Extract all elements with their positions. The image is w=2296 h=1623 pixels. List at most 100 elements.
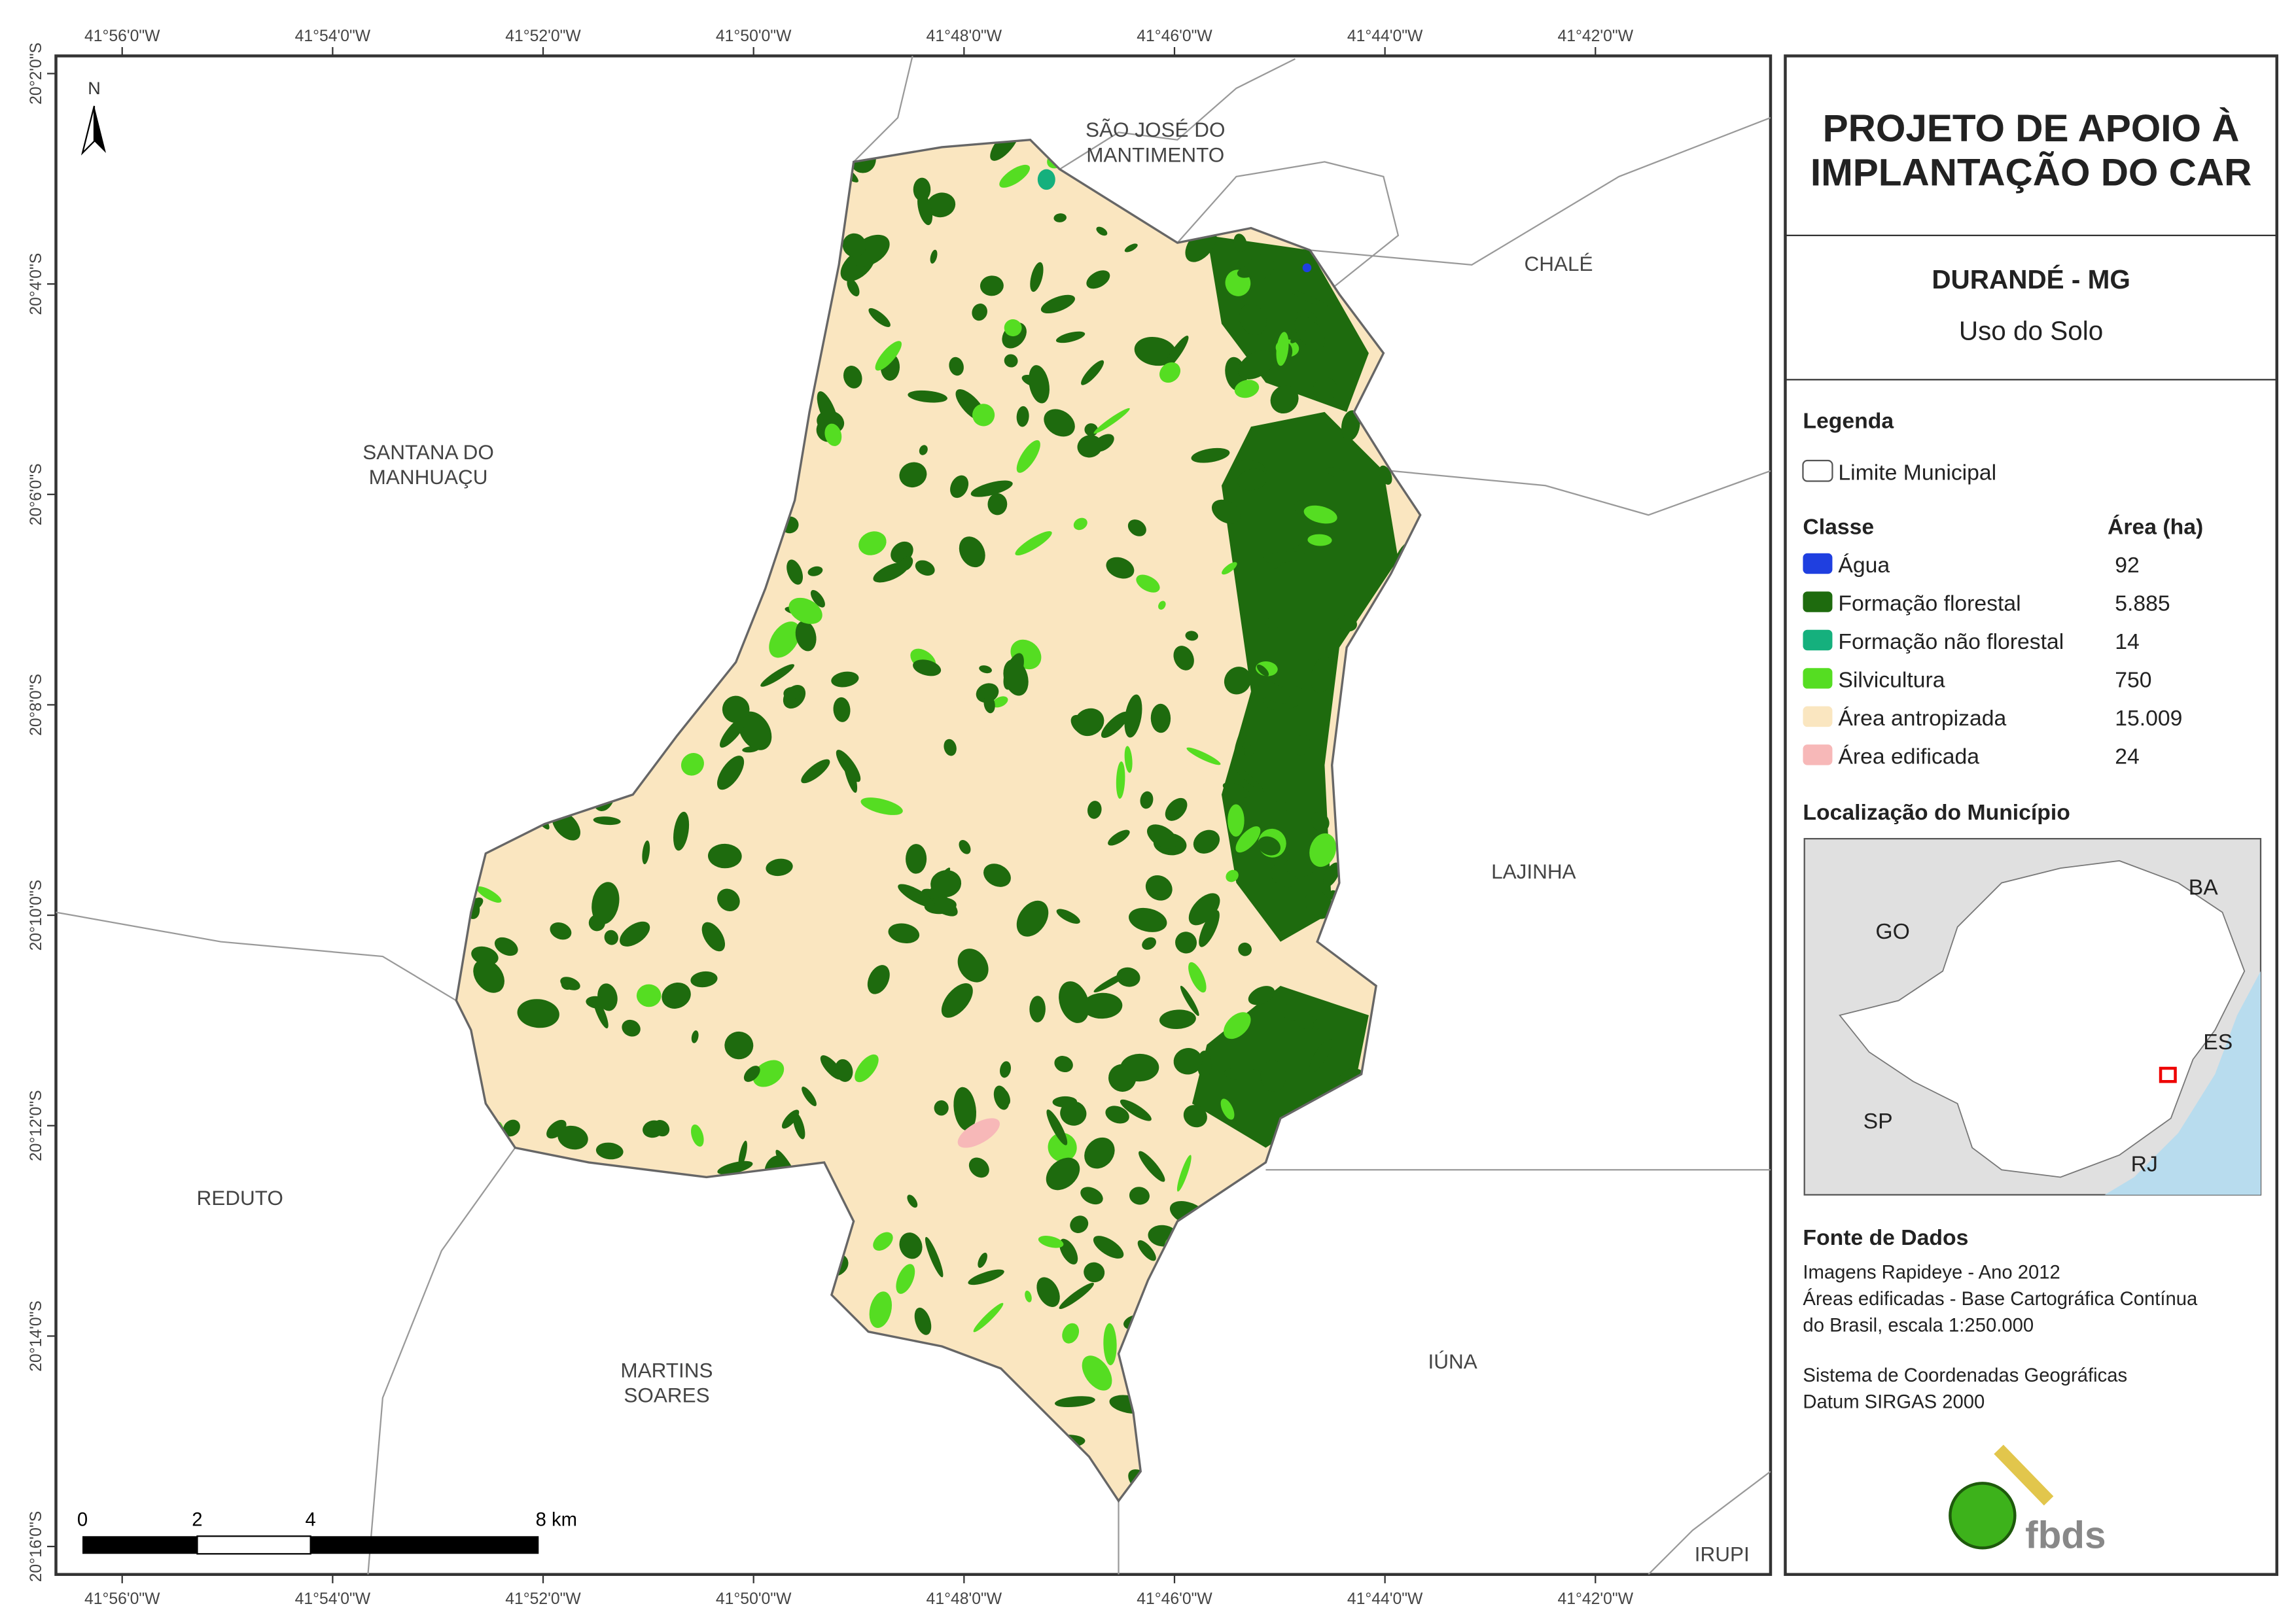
class-swatch [1803, 668, 1833, 689]
land-use-patch [1191, 447, 1230, 463]
forest-patch [1221, 411, 1398, 942]
lon-label: 41°54'0"W [295, 27, 371, 45]
land-use-patch [1176, 1155, 1192, 1192]
land-use-patch [1108, 1064, 1137, 1092]
land-use-patch [1294, 735, 1311, 756]
land-use-patch [1056, 909, 1080, 924]
neighbor-label: LAJINHA [1491, 860, 1576, 883]
land-use-patch [1239, 304, 1267, 335]
land-use-patch [860, 797, 903, 815]
land-use-patch [1224, 667, 1252, 695]
land-use-patch [653, 1120, 670, 1137]
land-use-patch [1077, 434, 1103, 458]
land-use-patch [980, 275, 1004, 296]
land-use-patch [941, 983, 973, 1018]
class-swatch [1803, 744, 1833, 765]
class-area: 92 [2115, 553, 2140, 578]
land-use-patch [1059, 1282, 1094, 1310]
land-use-patch [1175, 932, 1197, 954]
land-use-patch [1124, 694, 1142, 738]
land-use-patch [896, 1264, 915, 1294]
land-use-patch [869, 1291, 892, 1328]
land-use-patch [1116, 967, 1140, 987]
source-line: Áreas edificadas - Base Cartográfica Con… [1803, 1288, 2198, 1310]
land-use-patch [604, 930, 618, 945]
lon-label: 41°50'0"W [716, 27, 792, 45]
land-use-patch [1124, 243, 1138, 253]
lon-label: 41°52'0"W [505, 1590, 581, 1608]
land-use-patch [1103, 1323, 1117, 1365]
land-use-patch [642, 840, 650, 865]
land-use-patch [691, 1124, 704, 1147]
land-use-patch [1082, 1355, 1112, 1391]
land-use-patch [970, 480, 1013, 497]
logo-mark [1949, 1482, 2017, 1550]
land-use-patch [1139, 1151, 1165, 1182]
land-use-patch [1116, 761, 1125, 799]
location-title: Localização do Município [1803, 800, 2070, 825]
scale-bar [310, 1536, 539, 1554]
land-use-patch [1055, 331, 1086, 343]
land-use-patch [1106, 557, 1135, 579]
land-use-patch [1146, 824, 1178, 849]
land-use-patch [473, 959, 504, 993]
land-use-patch [1220, 1098, 1235, 1120]
land-use-patch [1173, 1048, 1203, 1075]
land-use-patch [959, 839, 971, 854]
land-use-patch [1275, 800, 1289, 812]
land-use-patch [622, 1019, 641, 1037]
scale-label: 4 [306, 1510, 316, 1531]
north-label: N [88, 79, 101, 98]
land-use-patch [1247, 254, 1275, 279]
boundary-swatch [1802, 459, 1833, 482]
land-use-patch [1059, 1238, 1078, 1265]
land-use-patch [1224, 1068, 1266, 1081]
scale-label: 8 km [536, 1510, 577, 1531]
land-use-patch [1159, 1009, 1196, 1030]
land-use-patch [915, 560, 935, 576]
class-area: 14 [2115, 629, 2140, 654]
land-use-patch [1016, 406, 1029, 427]
land-use-patch [595, 1142, 624, 1160]
land-use-patch [1087, 801, 1102, 819]
land-use-patch [868, 308, 891, 327]
land-use-patch [786, 559, 804, 585]
land-use-patch [906, 844, 927, 874]
source-line: do Brasil, escala 1:250.000 [1803, 1316, 2034, 1336]
source-line: Sistema de Coordenadas Geográficas [1803, 1365, 2127, 1386]
land-use-patch [701, 922, 726, 952]
land-use-patch [930, 249, 938, 264]
neighbor-label: REDUTO [196, 1186, 283, 1210]
land-use-patch [1003, 653, 1024, 690]
land-use-patch [907, 1195, 918, 1208]
land-use-patch [766, 858, 793, 877]
neighbor-label: MANTIMENTO [1086, 143, 1224, 166]
title: IMPLANTAÇÃO DO CAR [1810, 150, 2252, 194]
land-use-patch [1258, 836, 1281, 856]
land-use-patch [930, 870, 962, 898]
subtitle: Uso do Solo [1959, 316, 2103, 346]
land-use-patch [957, 949, 989, 983]
land-use-patch [1074, 708, 1104, 737]
land-use-patch [1053, 213, 1067, 222]
land-use-patch [690, 971, 718, 988]
logo-mark [1994, 1444, 2054, 1506]
land-use-patch [1145, 875, 1173, 901]
land-use-patch [1136, 574, 1160, 593]
land-use-patch [724, 1031, 754, 1060]
lat-label: 20°16'0"S [27, 1511, 45, 1582]
land-use-patch [1080, 1187, 1103, 1205]
land-use-patch [972, 304, 987, 321]
land-use-patch [1105, 1106, 1129, 1124]
land-use-patch [1000, 1061, 1011, 1078]
state-label: BA [2189, 875, 2218, 900]
lon-label: 41°46'0"W [1137, 1590, 1212, 1608]
land-use-patch [1238, 942, 1252, 956]
land-use-patch [1134, 336, 1176, 366]
neighbor-label: SÃO JOSÉ DO [1086, 118, 1225, 141]
scale-bar [82, 1536, 198, 1554]
land-use-patch [1265, 618, 1280, 629]
legend-panel [1784, 54, 2278, 1577]
land-use-patch [810, 589, 825, 608]
